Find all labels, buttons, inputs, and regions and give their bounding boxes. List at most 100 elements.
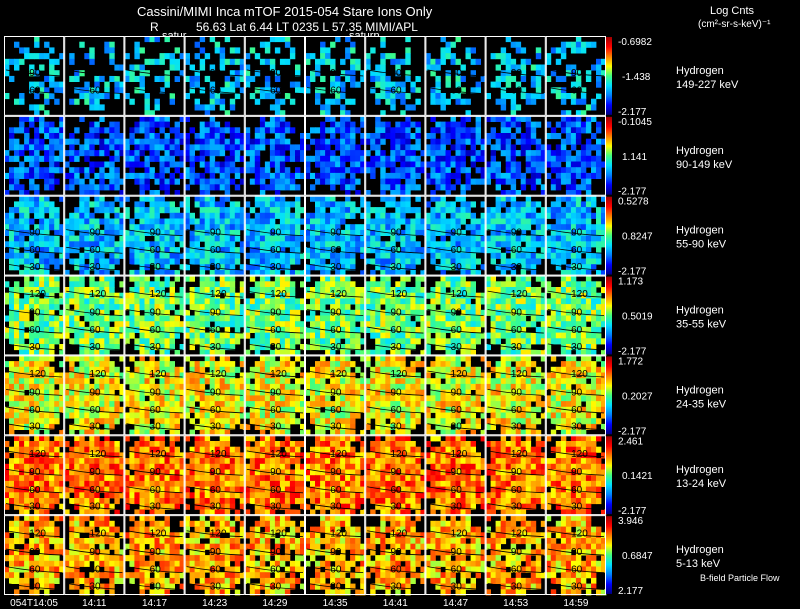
heat-cell	[445, 121, 451, 128]
heat-cell	[64, 241, 70, 248]
heat-cell	[244, 229, 251, 236]
heat-cell	[555, 144, 562, 151]
heat-cell	[490, 53, 496, 60]
heat-cell	[269, 64, 276, 71]
heat-cell	[154, 406, 160, 413]
heat-cell	[269, 155, 276, 162]
heat-cell	[284, 258, 291, 265]
heat-cell	[520, 338, 527, 345]
heat-cell	[224, 361, 231, 368]
heat-cell	[229, 212, 236, 219]
heat-cell	[74, 287, 80, 294]
heat-cell	[264, 184, 271, 191]
heat-cell	[575, 190, 582, 197]
heat-cell	[74, 167, 80, 174]
heat-cell	[184, 298, 190, 305]
heat-cell	[390, 150, 396, 157]
heat-cell	[390, 167, 396, 174]
heat-cell	[269, 195, 276, 202]
heat-cell	[114, 138, 120, 145]
heat-cell	[44, 207, 50, 214]
heat-cell	[495, 321, 501, 328]
heat-cell	[575, 212, 582, 219]
heat-cell	[340, 275, 346, 282]
heat-cell	[375, 81, 381, 88]
heat-cell	[560, 150, 567, 157]
heat-cell	[4, 64, 10, 71]
heat-cell	[14, 201, 20, 208]
heat-cell	[114, 321, 120, 328]
heat-cell	[24, 207, 30, 214]
heat-cell	[515, 218, 522, 225]
heat-cell	[9, 315, 15, 322]
heat-cell	[104, 241, 110, 248]
heat-cell	[244, 349, 251, 356]
heat-cell	[109, 161, 115, 168]
heat-cell	[219, 355, 226, 362]
heat-cell	[365, 235, 371, 242]
heat-cell	[450, 201, 456, 208]
heat-cell	[14, 292, 20, 299]
heat-cell	[284, 178, 291, 185]
heat-cell	[9, 235, 15, 242]
heat-cell	[350, 58, 356, 65]
heat-cell	[520, 87, 527, 94]
heat-cell	[596, 235, 602, 242]
heat-cell	[69, 281, 75, 288]
heat-cell	[475, 332, 481, 339]
heat-cell	[345, 321, 351, 328]
heat-cell	[325, 161, 331, 168]
heat-cell	[249, 241, 256, 248]
heat-cell	[340, 264, 346, 271]
heat-cell	[144, 224, 150, 231]
heat-cell	[525, 298, 532, 305]
heat-cell	[315, 98, 321, 105]
heat-cell	[295, 150, 301, 157]
heat-cell	[355, 150, 361, 157]
heat-cell	[134, 372, 140, 379]
heat-cell	[325, 115, 331, 122]
heat-cell	[375, 70, 381, 77]
heat-cell	[570, 201, 577, 208]
heat-cell	[174, 418, 180, 425]
heat-cell	[279, 326, 286, 333]
heat-cell	[14, 372, 20, 379]
heat-cell	[470, 326, 476, 333]
heat-cell	[585, 70, 592, 77]
heat-cell	[189, 81, 195, 88]
heat-cell	[34, 104, 40, 111]
heat-cell	[29, 218, 35, 225]
heat-cell	[119, 235, 125, 242]
heat-cell	[340, 172, 346, 179]
heat-cell	[405, 258, 411, 265]
heat-cell	[219, 235, 226, 242]
heat-cell	[69, 172, 75, 179]
heat-cell	[485, 138, 491, 145]
heat-cell	[179, 292, 185, 299]
heat-cell	[219, 150, 226, 157]
heat-cell	[84, 201, 90, 208]
heat-cell	[510, 349, 517, 356]
heat-cell	[560, 93, 567, 100]
heat-cell	[601, 287, 607, 294]
heat-cell	[370, 321, 376, 328]
heat-cell	[249, 75, 256, 82]
heat-cell	[365, 321, 371, 328]
heat-cell	[29, 264, 35, 271]
heat-cell	[400, 309, 406, 316]
heat-cell	[420, 161, 426, 168]
heat-cell	[485, 247, 491, 254]
heat-cell	[4, 241, 10, 248]
heat-cell	[485, 241, 491, 248]
heat-cell	[380, 161, 386, 168]
heat-cell	[39, 172, 45, 179]
colorbar-title: Log Cnts	[710, 5, 755, 17]
heat-cell	[19, 144, 25, 151]
heat-cell	[49, 64, 55, 71]
heat-cell	[585, 224, 592, 231]
heat-cell	[94, 429, 100, 436]
heat-cell	[340, 121, 346, 128]
heat-cell	[490, 241, 496, 248]
heat-cell	[596, 212, 602, 219]
heat-cell	[395, 258, 401, 265]
